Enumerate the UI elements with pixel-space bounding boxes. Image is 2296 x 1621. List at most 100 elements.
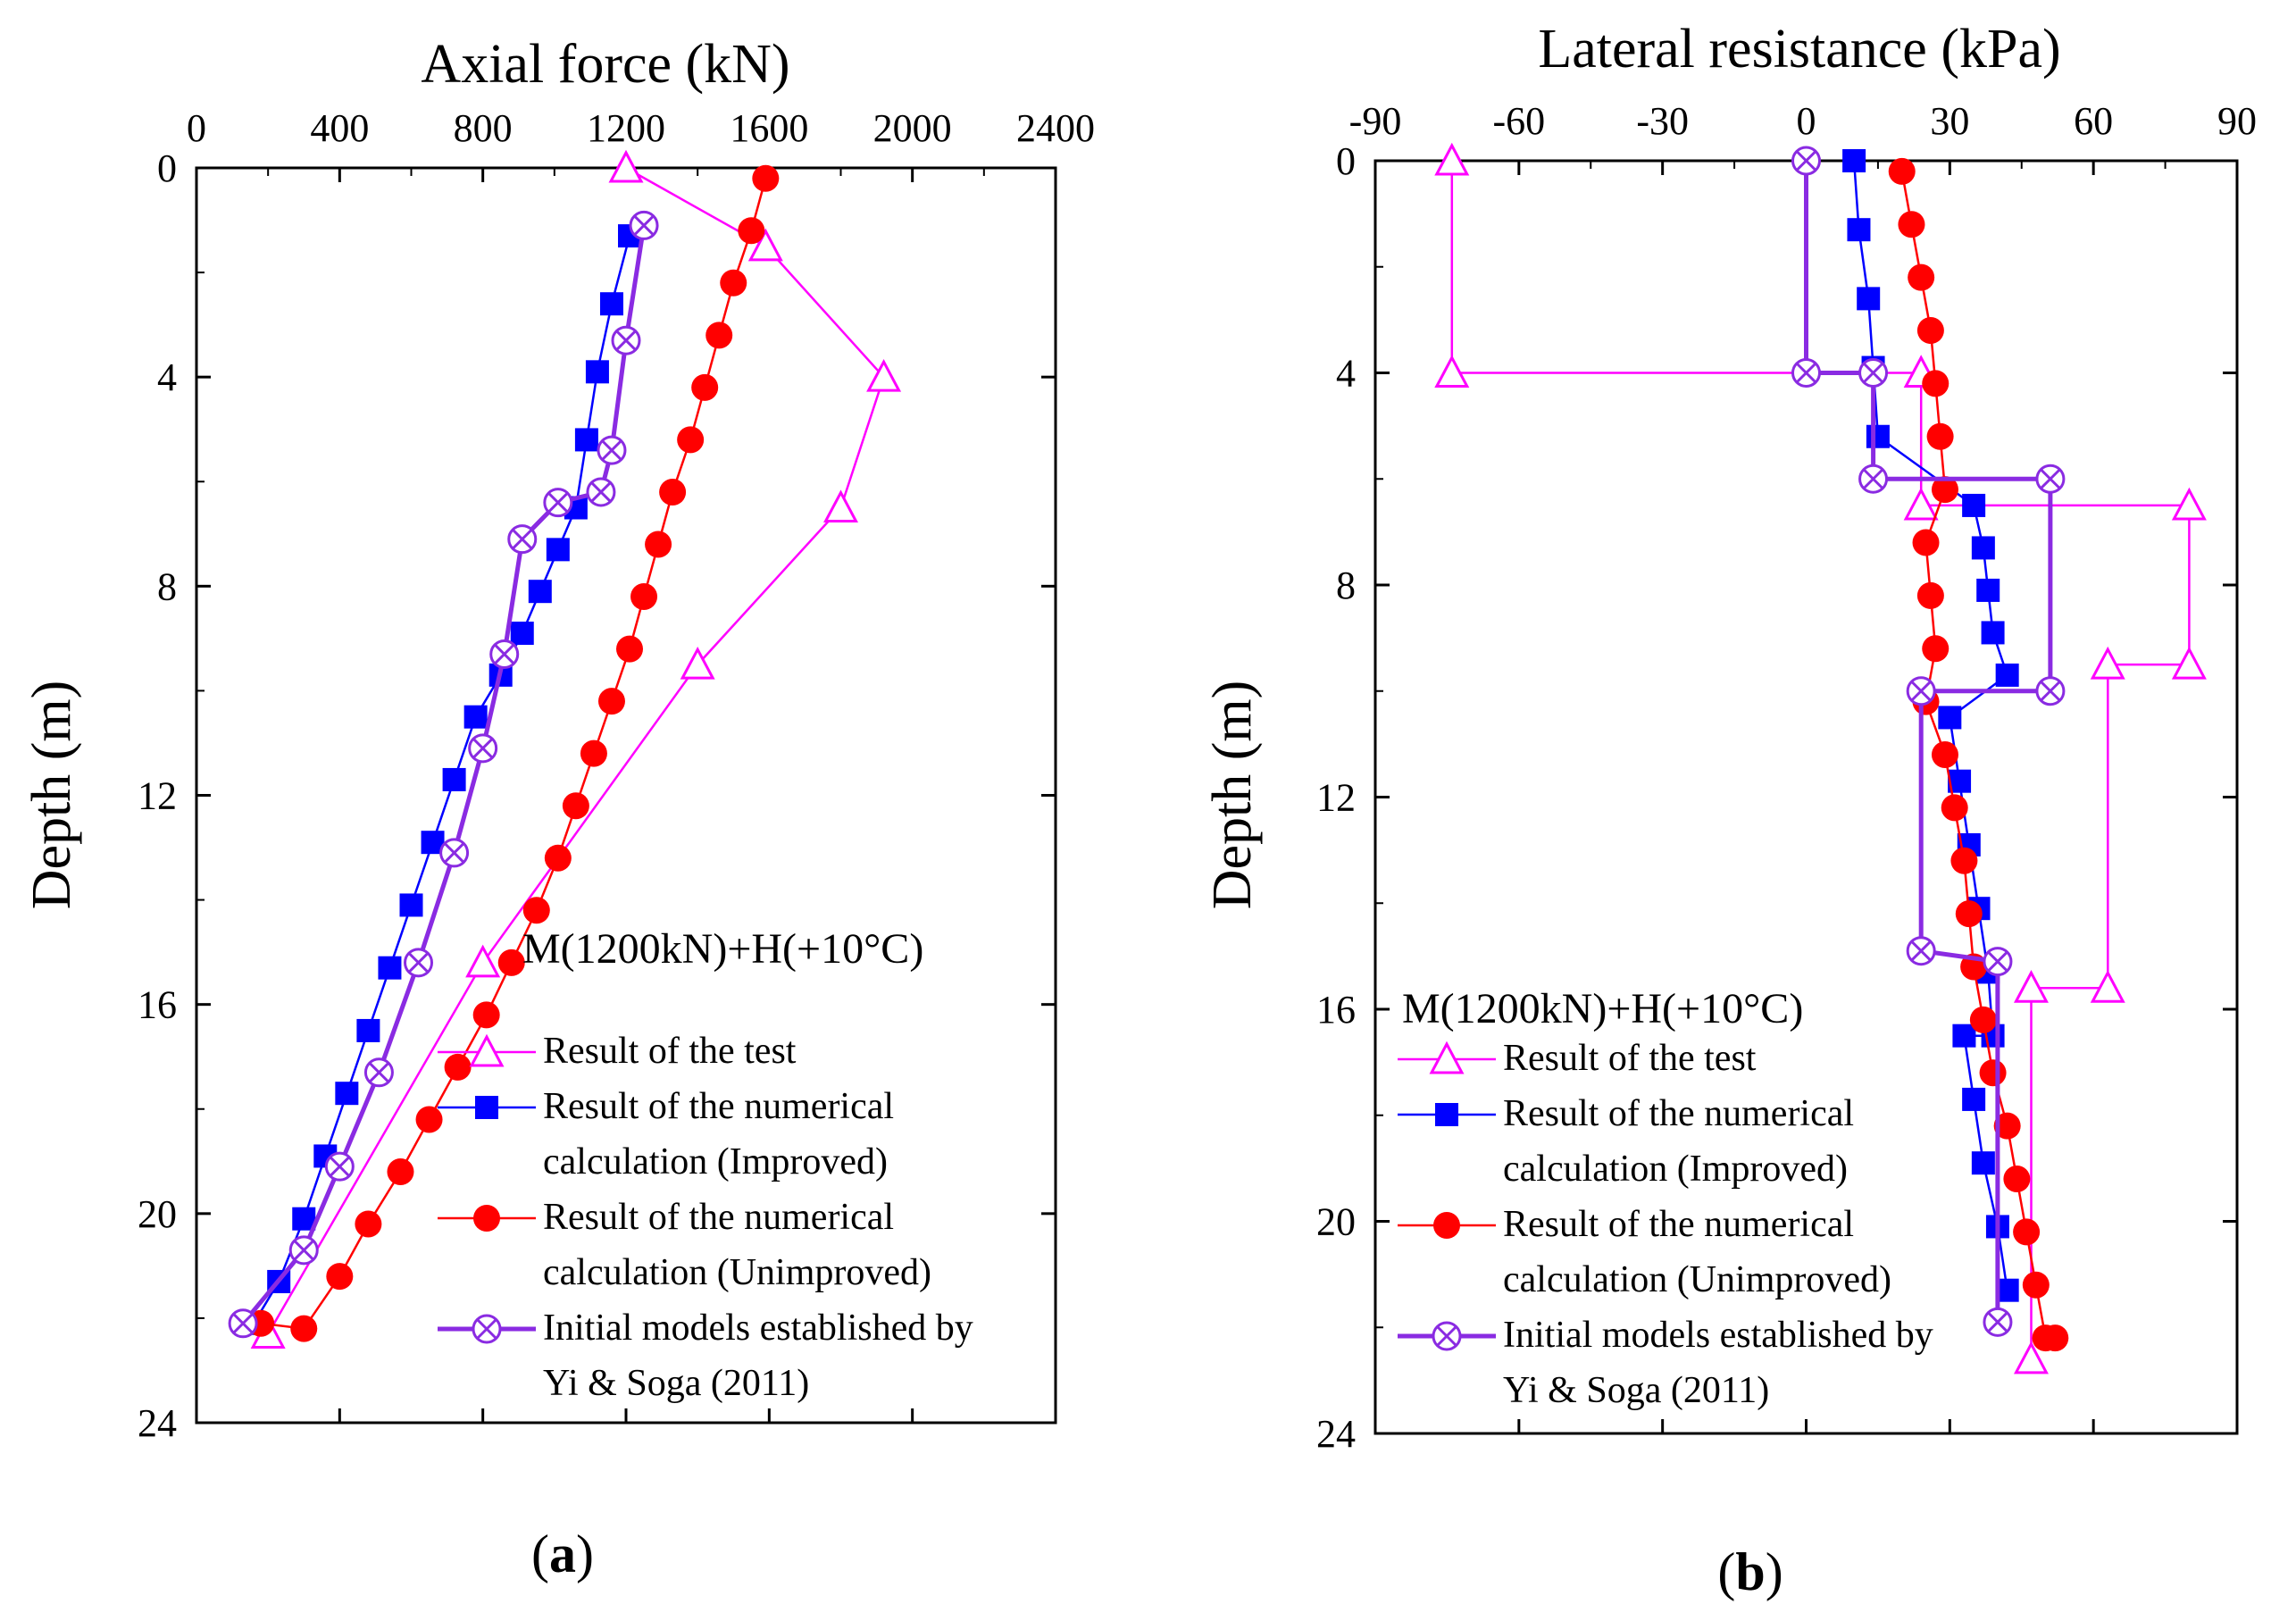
panel-b-condition-annotation: M(1200kN)+H(+10°C) — [1402, 985, 1803, 1032]
panel-a-series-2-point-12 — [562, 792, 589, 820]
panel-b-series-3-point-1-cross-b — [1796, 363, 1816, 383]
panel-b-legend-3-marker — [1432, 1321, 1462, 1351]
panel-a-label: (a) — [531, 1525, 594, 1583]
panel-a-series-2-point-17 — [444, 1053, 472, 1081]
panel-b-series-2-point-11 — [1931, 741, 1958, 768]
panel-a-x-tick-label-1: 400 — [310, 106, 369, 150]
panel-b-x-axis-title: Lateral resistance (kPa) — [1538, 19, 2060, 79]
panel-a-y-tick-label-3: 12 — [138, 774, 177, 818]
panel-a-series-3-point-9 — [404, 948, 434, 978]
panel-b-series-3-point-5-cross-b — [2040, 681, 2060, 701]
panel-b-legend-1-text-0: Result of the numerical — [1503, 1093, 1854, 1134]
panel-a-series-2-point-10 — [597, 688, 625, 715]
panel-a-series-2-point-14 — [522, 897, 550, 924]
panel-a-series-3-point-7 — [468, 733, 498, 764]
panel-b-series-1-point-2 — [1857, 287, 1881, 311]
panel-a-series-3-point-12-cross-b — [294, 1240, 314, 1260]
panel-b-series-0-point-5 — [2171, 646, 2207, 680]
panel-b-legend-2-marker — [1433, 1212, 1460, 1239]
panel-a-series-2-point-6 — [659, 478, 687, 506]
panel-b-series-0-point-0 — [1434, 142, 1470, 176]
panel-a-series-1-point-15 — [335, 1082, 359, 1106]
panel-a-y-tick-label-1: 4 — [157, 355, 177, 399]
panel-b-series-2-point-4 — [1922, 370, 1950, 397]
panel-b-y-axis-title: Depth (m) — [1202, 681, 1263, 910]
panel-a-series-3-point-8-cross-b — [444, 842, 464, 863]
panel-b-series-1-point-18 — [1971, 1151, 1995, 1175]
panel-b-legend-2-text-0: Result of the numerical — [1503, 1204, 1854, 1245]
panel-a-series-3-point-1 — [611, 325, 641, 355]
panel-b-series-3-point-5 — [2035, 676, 2066, 706]
panel-a-series-3-point-0-cross-b — [633, 215, 655, 236]
panel-a-series-2-point-9 — [616, 635, 644, 663]
panel-a-series-1-point-10 — [442, 767, 466, 791]
panel-b-series-2-point-7 — [1912, 529, 1940, 556]
panel-a-series-2-point-1 — [738, 217, 765, 245]
panel-a-series-2-point-18 — [415, 1106, 443, 1133]
panel-a-series-3-point-6 — [489, 639, 520, 669]
panel-b-series-2-point-23 — [2041, 1324, 2069, 1352]
panel-b-y-tick-label-1: 4 — [1336, 352, 1356, 396]
panel-a-series-1-point-2 — [585, 360, 609, 384]
panel-b-series-0-point-3 — [1903, 487, 1939, 521]
panel-b-legend-1-text-1: calculation (Improved) — [1503, 1149, 1848, 1190]
panel-a-y-tick-label-4: 16 — [138, 983, 177, 1027]
panel-a-series-2-point-15 — [497, 948, 525, 976]
panel-a-series-2-point-21 — [326, 1263, 354, 1291]
panel-b-series-1-point-5 — [1962, 493, 1986, 517]
panel-a-series-3-point-2 — [597, 435, 627, 465]
panel-b-series-2-point-0 — [1888, 157, 1916, 185]
panel-a-x-tick-label-3: 1200 — [587, 106, 665, 150]
panel-a-condition-annotation: M(1200kN)+H(+10°C) — [522, 925, 923, 973]
panel-b-series-2-point-6 — [1931, 476, 1958, 504]
panel-a-series-0-point-2 — [866, 358, 902, 392]
panel-b-series-2-point-14 — [1955, 900, 1983, 928]
panel-b: Lateral resistance (kPa) Depth (m) -90 -6… — [1202, 19, 2257, 1601]
panel-b-series-1-point-0 — [1842, 149, 1866, 172]
panel-a-series-3-point-0 — [629, 210, 659, 240]
panel-a-series-1-point-7 — [510, 622, 534, 646]
panel-a-legend-3-marker-cross-b — [476, 1318, 497, 1340]
panel-a-x-tick-label-6: 2400 — [1016, 106, 1095, 150]
panel-b-series-3-point-8 — [1983, 947, 2013, 977]
panel-b-series-3-point-8-cross-b — [1987, 951, 2008, 972]
panel-a-series-2-point-4 — [691, 373, 719, 401]
panel-a-series-3-point-5-cross-b — [512, 529, 532, 549]
panel-b-series-3-point-1 — [1791, 358, 1821, 388]
panel-b-x-tick-label-6: 90 — [2217, 99, 2257, 143]
panel-a-series-3-point-10 — [363, 1057, 394, 1088]
panel-a-series-1-point-6 — [528, 580, 552, 604]
panel-a-x-ticks: 0 400 800 1200 1600 2000 2400 — [187, 106, 1095, 1423]
panel-b-series-3-point-4-cross-b — [2040, 469, 2060, 489]
panel-b-series-2-point-17 — [1979, 1059, 2007, 1087]
panel-a-series-0-point-1 — [747, 228, 783, 262]
panel-a-x-tick-label-5: 2000 — [873, 106, 952, 150]
panel-b-series-1-point-4 — [1866, 424, 1890, 448]
panel-b-legend-0-text-0: Result of the test — [1503, 1038, 1757, 1079]
panel-a-series-2-point-0 — [752, 164, 780, 192]
panel-a-series-1-point-9 — [463, 705, 488, 729]
panel-a-series-2-point-3 — [705, 322, 733, 349]
panel-a-series — [228, 149, 902, 1349]
panel-b-series-3-point-0 — [1791, 146, 1821, 176]
panel-b-series — [1434, 142, 2207, 1375]
panel-a-series-3-point-1-cross-b — [615, 330, 637, 351]
panel-a-series-3-point-5 — [507, 524, 538, 555]
panel-a-y-tick-label-0: 0 — [157, 146, 177, 190]
panel-a-series-1-point-13 — [378, 956, 402, 980]
panel-b-legend-2-text-1: calculation (Unimproved) — [1503, 1259, 1891, 1300]
panel-b-series-0-point-9 — [2013, 1341, 2049, 1375]
panel-a-series-0-point-3 — [823, 489, 858, 523]
panel-a-x-axis-title: Axial force (kN) — [421, 34, 789, 95]
panel-a-legend-0-marker — [469, 1033, 505, 1067]
panel-a-series-3-point-4-cross-b — [547, 492, 568, 513]
panel-b-series-3-point-9-cross-b — [1987, 1312, 2008, 1333]
panel-a-series-2-point-16 — [472, 1001, 500, 1029]
panel-a-series-2-point-19 — [387, 1158, 414, 1185]
panel-b-y-tick-label-5: 20 — [1316, 1200, 1356, 1244]
panel-b-legend-3-text-1: Yi & Soga (2011) — [1503, 1370, 1769, 1411]
panel-a-legend: Result of the test Result of the numerica… — [438, 1031, 973, 1404]
panel-b-series-3-point-9 — [1983, 1307, 2013, 1337]
panel-a-series-2-point-22 — [290, 1315, 318, 1342]
